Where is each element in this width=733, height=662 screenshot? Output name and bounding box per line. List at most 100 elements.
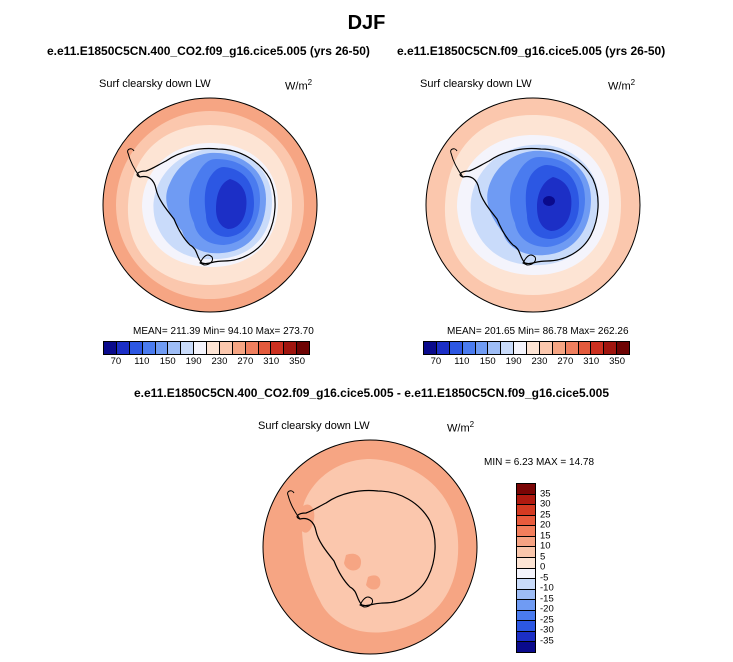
panel1-peninsula	[127, 148, 141, 178]
colorbar-swatch	[142, 342, 156, 354]
colorbar-swatch	[245, 342, 259, 354]
colorbar-swatch	[219, 342, 233, 354]
colorbar-swatch	[591, 342, 605, 354]
diff-title: e.e11.E1850C5CN.400_CO2.f09_g16.cice5.00…	[134, 386, 610, 400]
colorbar-swatch	[552, 342, 566, 354]
diff-colorbar-swatch	[517, 494, 535, 506]
diff-stats: MIN = 6.23 MAX = 14.78	[484, 457, 595, 468]
diff-colorbar-tick-label: -30	[540, 624, 554, 636]
colorbar-swatch	[617, 342, 629, 354]
diff-colorbar-tick-label: 15	[540, 530, 551, 541]
diff-colorbar-swatch	[517, 547, 535, 558]
panel1-variable-label: Surf clearsky down LW	[99, 78, 211, 90]
diff-colorbar-swatch	[517, 579, 535, 590]
diff-colorbar-tick-label: -10	[540, 582, 554, 594]
panel2-variable-label: Surf clearsky down LW	[420, 78, 532, 90]
colorbar-swatch	[168, 342, 182, 354]
colorbar-tick-label: 70	[110, 356, 122, 367]
colorbar-tick-label: 110	[134, 356, 150, 367]
colorbar-swatch	[284, 342, 298, 354]
diff-ross-shelf	[359, 596, 373, 608]
diff-warm-patch-2	[344, 553, 362, 571]
colorbar-tick-label: 70	[430, 356, 442, 367]
colorbar-swatch	[565, 342, 579, 354]
diff-colorbar-tick-label: 0	[540, 561, 546, 573]
colorbar-tick-label: 150	[159, 356, 176, 367]
diff-colorbar-tick-label: -5	[540, 572, 549, 583]
colorbar-swatch	[514, 342, 527, 354]
colorbar-swatch	[424, 342, 437, 354]
diff-colorbar-tick-label: 30	[540, 498, 551, 510]
panel1-colorbar	[103, 341, 310, 355]
colorbar-tick-label: 150	[479, 356, 496, 367]
panel2-ross-shelf	[522, 254, 536, 266]
colorbar-tick-label: 350	[289, 356, 305, 367]
diff-colorbar-swatch	[517, 610, 535, 622]
colorbar-swatch	[462, 342, 476, 354]
diff-colorbar-tick-label: 25	[540, 509, 551, 520]
diff-colorbar-swatch	[517, 515, 535, 527]
diff-colorbar-tick-label: 35	[540, 488, 551, 499]
colorbar-swatch	[475, 342, 489, 354]
colorbar-tick-label: 270	[237, 356, 254, 367]
colorbar-swatch	[155, 342, 169, 354]
diff-units: W/m2	[447, 420, 475, 435]
diff-polar-map	[262, 439, 478, 655]
diff-colorbar-tick-label: 20	[540, 519, 551, 531]
colorbar-tick-label: 110	[454, 356, 470, 367]
diff-colorbar-ticks: 35 30 25 20 15 10 5 0 -5 -10 -15 -20 -25 -30 -35	[540, 483, 570, 653]
panel2-case-title: e.e11.E1850C5CN.f09_g16.cice5.005 (yrs 2…	[397, 44, 666, 58]
colorbar-tick-label: 190	[185, 356, 202, 367]
panel1-ross-shelf	[199, 254, 213, 266]
colorbar-swatch	[297, 342, 309, 354]
diff-colorbar-swatch	[517, 589, 535, 601]
diff-colorbar-tick-label: -15	[540, 593, 554, 604]
colorbar-tick-label: 350	[609, 356, 625, 367]
colorbar-tick-label: 230	[211, 356, 228, 367]
colorbar-swatch	[436, 342, 450, 354]
main-title: DJF	[347, 12, 386, 34]
diff-colorbar-tick-label: 10	[540, 540, 551, 552]
colorbar-tick-label: 230	[531, 356, 548, 367]
diff-colorbar-tick-label: -35	[540, 635, 554, 646]
colorbar-swatch	[207, 342, 220, 354]
diff-colorbar-tick-label: -20	[540, 603, 554, 615]
diff-colorbar-swatch	[517, 621, 535, 632]
panel1-colorbar-ticks: 70 110 150 190 230 270 310 350	[103, 356, 310, 368]
diff-colorbar-tick-label: 5	[540, 551, 546, 562]
colorbar-swatch	[194, 342, 207, 354]
colorbar-swatch	[527, 342, 540, 354]
panel1-case-title: e.e11.E1850C5CN.400_CO2.f09_g16.cice5.00…	[47, 44, 370, 58]
colorbar-swatch	[449, 342, 463, 354]
panel1-polar-map	[102, 97, 318, 313]
panel2-polar-map	[425, 97, 641, 313]
panel2-colorbar	[423, 341, 630, 355]
colorbar-swatch	[501, 342, 515, 354]
diff-variable-label: Surf clearsky down LW	[258, 420, 370, 432]
diff-colorbar-swatch	[517, 568, 535, 580]
panel2-peninsula	[450, 148, 464, 178]
panel2-colorbar-ticks: 70 110 150 190 230 270 310 350	[423, 356, 630, 368]
colorbar-tick-label: 270	[557, 356, 574, 367]
colorbar-swatch	[271, 342, 285, 354]
colorbar-tick-label: 310	[583, 356, 600, 367]
colorbar-swatch	[181, 342, 195, 354]
diff-colorbar-swatch	[517, 536, 535, 548]
colorbar-swatch	[104, 342, 117, 354]
colorbar-swatch	[604, 342, 618, 354]
colorbar-swatch	[539, 342, 553, 354]
diff-colorbar-swatch	[517, 642, 535, 652]
colorbar-swatch	[258, 342, 272, 354]
diff-colorbar-tick-label: -25	[540, 614, 554, 625]
colorbar-tick-label: 310	[263, 356, 280, 367]
panel2-stats: MEAN= 201.65 Min= 86.78 Max= 262.26	[447, 326, 629, 337]
diff-colorbar-swatch	[517, 484, 535, 495]
panel2-units: W/m2	[608, 78, 636, 93]
diff-colorbar	[516, 483, 536, 653]
colorbar-swatch	[129, 342, 143, 354]
colorbar-swatch	[488, 342, 502, 354]
diff-colorbar-swatch	[517, 557, 535, 569]
colorbar-swatch	[116, 342, 130, 354]
panel2-band-8	[537, 177, 572, 231]
panel2-band-9	[543, 196, 555, 206]
